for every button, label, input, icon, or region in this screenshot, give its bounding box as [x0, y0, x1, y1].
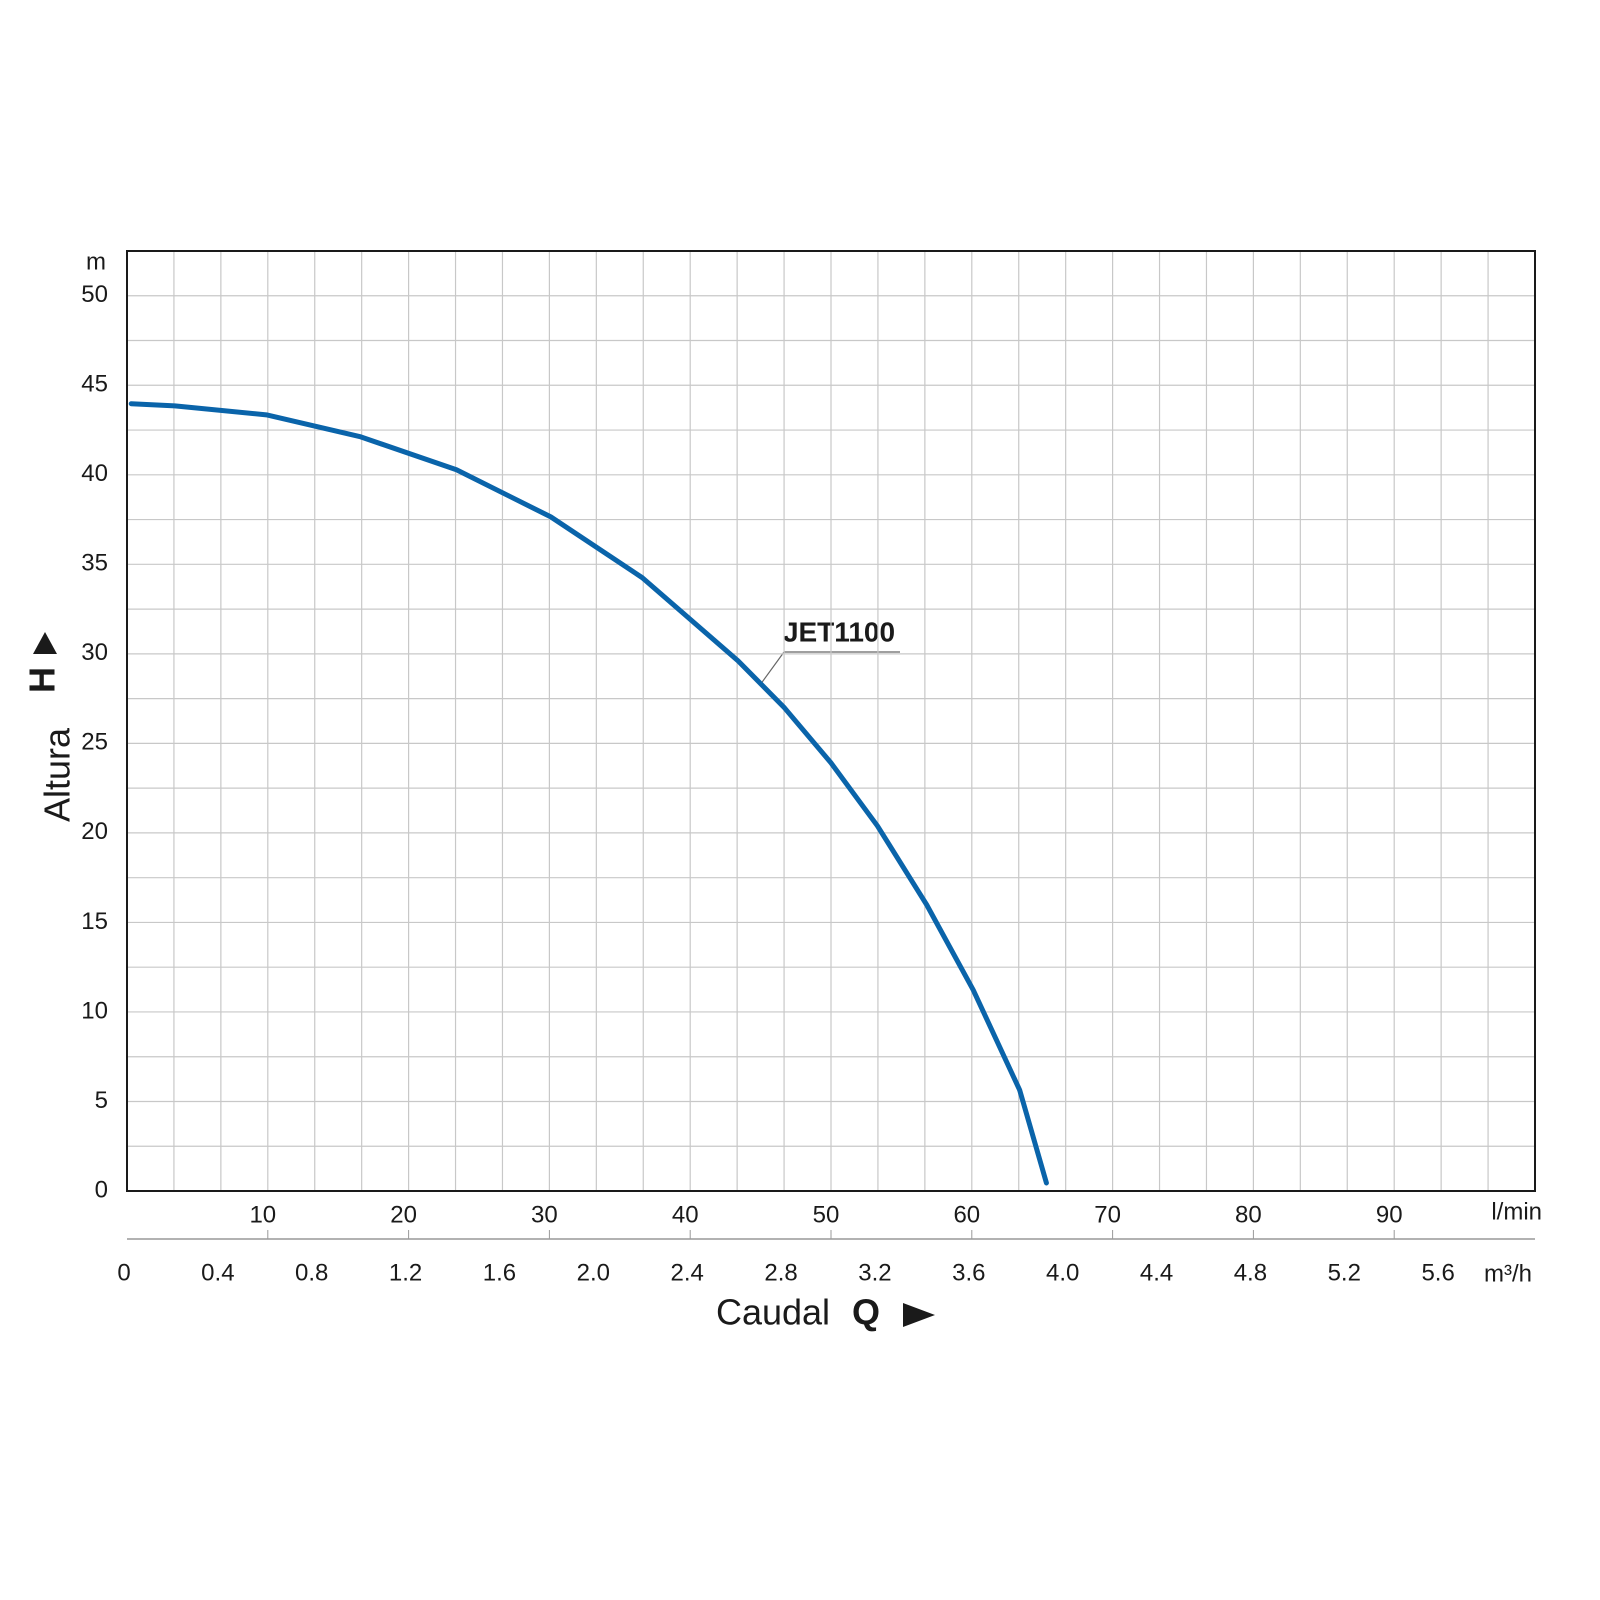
x2-tick-label: 2.0 [577, 1259, 610, 1286]
y-tick-label: 25 [81, 729, 108, 756]
y-tick-label: 10 [81, 997, 108, 1024]
curve-label: JET1100 [783, 616, 895, 647]
curve [128, 401, 1049, 1186]
y-title: Altura [37, 727, 78, 822]
x-tick-label: 50 [813, 1201, 840, 1228]
x2-tick-label: 4.0 [1046, 1259, 1079, 1286]
y-tick-label: 40 [81, 460, 108, 487]
y-symbol: H [22, 667, 63, 693]
x2-tick-label: 4.4 [1140, 1259, 1173, 1286]
x2-tick-label: 3.2 [858, 1259, 891, 1286]
x-tick-label: 60 [953, 1201, 980, 1228]
x2-tick-label: 1.2 [389, 1259, 422, 1286]
x2-tick-label: 4.8 [1234, 1259, 1267, 1286]
leader-line [759, 651, 785, 686]
x-title: Caudal [716, 1292, 830, 1333]
y-tick-label: 0 [95, 1176, 108, 1203]
x2-tick-label: 1.6 [483, 1259, 516, 1286]
x-tick-label: 10 [249, 1201, 276, 1228]
x-tick-label: 40 [672, 1201, 699, 1228]
x-tick-label: 30 [531, 1201, 558, 1228]
x2-tick-label: 2.8 [764, 1259, 797, 1286]
y-tick-label: 15 [81, 908, 108, 935]
x-tick-label: 20 [390, 1201, 417, 1228]
x2-tick-label: 0.4 [201, 1259, 234, 1286]
y-unit: m [86, 248, 106, 275]
x2-tick-label: 5.2 [1328, 1259, 1361, 1286]
y-tick-label: 30 [81, 639, 108, 666]
y-tick-label: 20 [81, 818, 108, 845]
x-symbol: Q [852, 1292, 880, 1333]
x-unit: l/min [1491, 1198, 1542, 1225]
y-tick-label: 35 [81, 550, 108, 577]
x2-tick-label: 3.6 [952, 1259, 985, 1286]
y-axis-title: Altura H [22, 632, 78, 822]
x2-tick-label: 0 [117, 1259, 130, 1286]
x2-tick-label: 5.6 [1421, 1259, 1454, 1286]
x-tick-label: 90 [1376, 1201, 1403, 1228]
y-tick-label: 45 [81, 371, 108, 398]
arrow [33, 632, 57, 654]
x-tick-label: 80 [1235, 1201, 1262, 1228]
x2-tick-label: 0.8 [295, 1259, 328, 1286]
x-tick-label: 70 [1094, 1201, 1121, 1228]
plot-frame [126, 250, 1536, 1192]
x2-unit: m³/h [1484, 1260, 1532, 1287]
y-tick-label: 5 [95, 1087, 108, 1114]
y-tick-label: 50 [81, 281, 108, 308]
x2-tick-label: 2.4 [671, 1259, 704, 1286]
arrow [903, 1303, 935, 1327]
